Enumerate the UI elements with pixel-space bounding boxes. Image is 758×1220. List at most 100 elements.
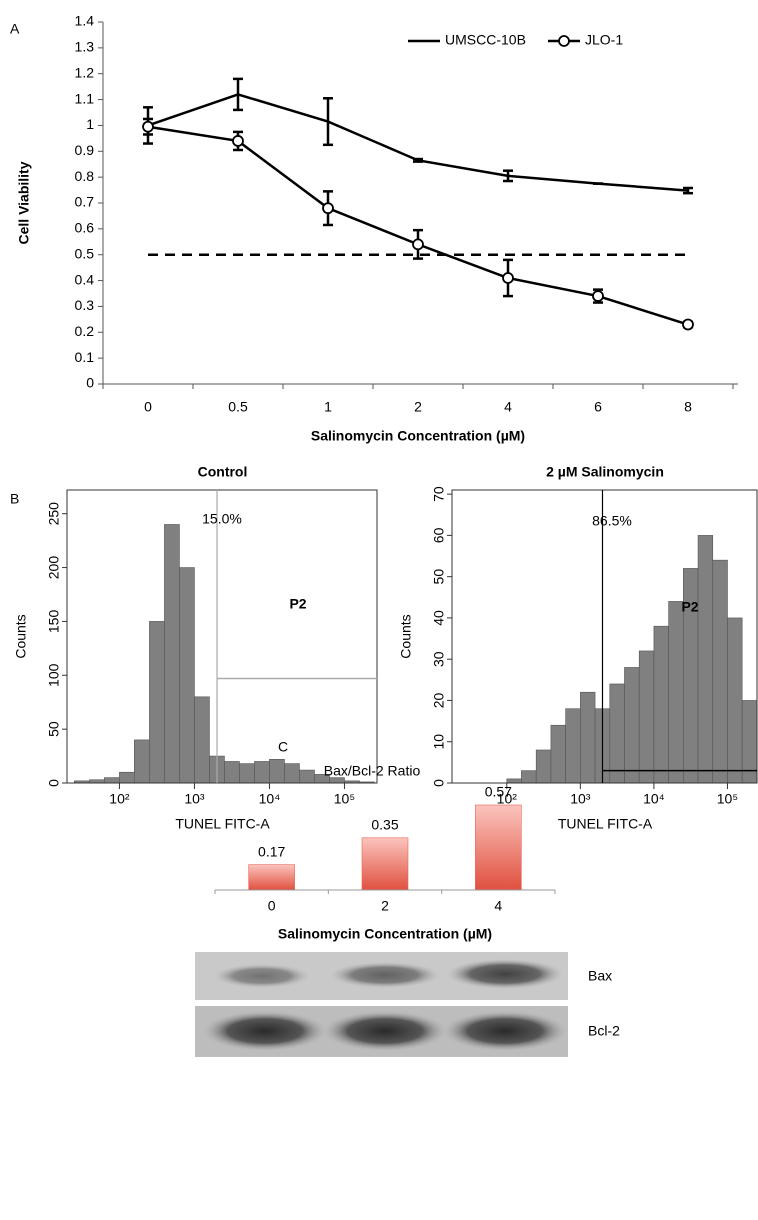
y-tick-label: 0.2: [75, 323, 95, 339]
annotation: 86.5%: [592, 513, 632, 529]
y-tick-label: 1.3: [75, 39, 95, 55]
y-tick-label: 50: [46, 721, 62, 737]
blot-band: [443, 1011, 567, 1051]
y-tick-label: 40: [431, 610, 447, 626]
x-axis-label: TUNEL FITC-A: [175, 816, 270, 832]
point-marker: [682, 318, 694, 331]
y-tick-label: 1.1: [75, 90, 95, 106]
histogram-bar: [624, 667, 640, 784]
x-tick-label: 10²: [109, 791, 130, 807]
y-tick-label: 0.5: [75, 245, 95, 261]
error-bar: [413, 157, 423, 163]
y-tick-label: 50: [431, 569, 447, 585]
x-tick-label: 10⁴: [259, 791, 281, 807]
x-tick-label: 0.5: [228, 399, 248, 415]
annotation: 15.0%: [202, 511, 242, 527]
blot-band: [203, 1011, 327, 1051]
x-tick-label: 2: [381, 898, 389, 914]
blot-label: Bcl-2: [588, 1023, 620, 1039]
x-axis-label: Salinomycin Concentration (µM): [278, 926, 492, 942]
blot-band: [447, 959, 563, 989]
histogram-bar: [712, 559, 728, 784]
x-tick-label: 8: [684, 399, 692, 415]
chart-title: Control: [198, 464, 248, 480]
y-tick-label: 10: [431, 734, 447, 750]
y-tick-label: 0: [86, 375, 94, 391]
panel-label: B: [10, 491, 19, 507]
histogram-bar: [565, 708, 581, 784]
legend-label: JLO-1: [585, 32, 623, 48]
histogram-bar: [535, 749, 552, 784]
y-axis-label: Counts: [13, 614, 29, 658]
x-tick-label: 10³: [184, 791, 205, 807]
plot-frame: [66, 489, 378, 784]
x-axis-label: Salinomycin Concentration (µM): [311, 428, 525, 444]
point-marker: [412, 238, 424, 251]
blot-band: [214, 964, 310, 988]
legend-marker: [558, 35, 570, 47]
x-tick-label: 4: [504, 399, 512, 415]
histogram-bar: [134, 739, 150, 784]
y-tick-label: 0: [46, 779, 62, 787]
histogram-bar: [506, 778, 522, 784]
y-axis-label: Counts: [398, 614, 414, 658]
y-tick-label: 200: [46, 556, 62, 580]
y-tick-label: 1.2: [75, 64, 95, 80]
x-tick-label: 10²: [497, 791, 518, 807]
x-tick-label: 1: [324, 399, 332, 415]
y-tick-label: 1.4: [75, 13, 95, 29]
x-axis-label: TUNEL FITC-A: [558, 816, 653, 832]
error-bar: [323, 97, 333, 147]
y-tick-label: 0.7: [75, 194, 95, 210]
histogram-bar: [164, 524, 180, 784]
point-marker: [592, 290, 604, 302]
y-tick-label: 0: [431, 779, 447, 787]
x-tick-label: 6: [594, 399, 602, 415]
y-tick-label: 0.3: [75, 297, 95, 313]
histogram-bar: [550, 724, 566, 784]
histogram-bar: [269, 759, 285, 784]
y-tick-label: 1: [86, 116, 94, 132]
y-tick-label: 150: [46, 610, 62, 634]
x-tick-label: 10⁴: [643, 791, 665, 807]
error-bar: [503, 169, 513, 183]
y-tick-label: 20: [431, 692, 447, 708]
histogram-bar: [179, 567, 195, 784]
histogram-bar: [224, 761, 240, 784]
annotation: P2: [681, 599, 698, 615]
blot-band: [330, 962, 440, 988]
histogram-bar: [149, 621, 165, 784]
histogram-bar: [104, 777, 120, 784]
error-bar: [683, 186, 693, 195]
chart-title: Bax/Bcl-2 Ratio: [324, 763, 421, 779]
histogram-bar: [697, 535, 714, 784]
x-tick-label: 0: [268, 898, 276, 914]
error-bar: [233, 77, 243, 112]
point-marker: [142, 120, 154, 133]
y-tick-label: 0.9: [75, 142, 95, 158]
y-tick-label: 70: [431, 486, 447, 502]
blot-band: [323, 1011, 447, 1051]
histogram-bar: [299, 769, 315, 784]
histogram-bar: [521, 770, 537, 784]
bar: [361, 837, 409, 891]
histogram-bar: [239, 763, 255, 784]
histogram-bar: [284, 763, 300, 784]
histogram-bar: [609, 683, 625, 784]
histogram-bar: [727, 617, 743, 784]
data-label: 0.17: [258, 843, 285, 859]
data-label: 0.35: [371, 817, 398, 833]
chart-title: 2 µM Salinomycin: [546, 464, 664, 480]
x-tick-label: 0: [144, 399, 152, 415]
y-tick-label: 100: [46, 663, 62, 687]
histogram-bar: [194, 696, 210, 784]
legend-label: UMSCC-10B: [445, 32, 526, 48]
point-marker: [232, 135, 244, 147]
x-tick-label: 2: [414, 399, 422, 415]
x-tick-label: 10⁵: [717, 791, 738, 807]
x-tick-label: 4: [494, 898, 502, 914]
x-tick-label: 10³: [570, 791, 591, 807]
point-marker: [502, 272, 514, 284]
